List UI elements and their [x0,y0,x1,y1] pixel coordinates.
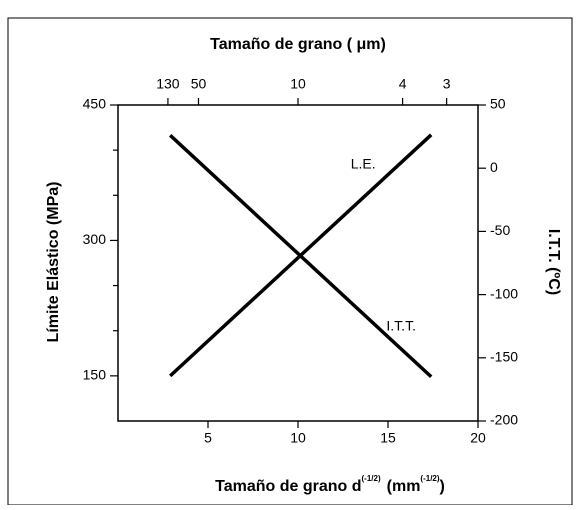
x-axis-title-unit-exponent: (-1/2) [420,474,439,483]
y2-tick-label: -200 [490,412,518,428]
x-tick-label: 10 [290,430,306,446]
y2-axis-title: I.T.T. (ºC) [545,229,562,295]
x2-axis-title: Tamaño de grano ( μm) [210,36,386,53]
x2-tick-label: 3 [443,76,451,92]
x2-tick-label: 130 [156,76,180,92]
x-tick-label: 15 [380,430,396,446]
y-axis-title: Límite Elástico (MPa) [45,182,62,343]
x-tick-label: 20 [470,430,486,446]
y-tick-label: 150 [83,367,107,383]
x2-tick-label: 10 [290,76,306,92]
series-label: I.T.T. [386,317,416,333]
x-axis-title: Tamaño de grano d(-1/2) (mm(-1/2)) [215,474,445,495]
y2-tick-label: 50 [490,96,506,112]
series-label: L.E. [351,155,376,171]
y2-tick-label: -50 [490,222,510,238]
y2-tick-label: -150 [490,349,518,365]
x2-tick-label: 4 [399,76,407,92]
x-axis-title-exponent: (-1/2) [362,474,381,483]
x-axis-title-close: ) [440,478,445,495]
data-line [169,134,433,379]
x-axis-title-unit: (mm [387,478,421,495]
y-tick-label: 300 [83,231,107,247]
y2-tick-label: -100 [490,285,518,301]
x-tick-label: 5 [204,430,212,446]
x-axis-title-text: Tamaño de grano d [215,478,361,495]
y-tick-label: 450 [83,96,107,112]
x2-tick-label: 50 [191,76,207,92]
y2-tick-label: 0 [490,159,498,175]
